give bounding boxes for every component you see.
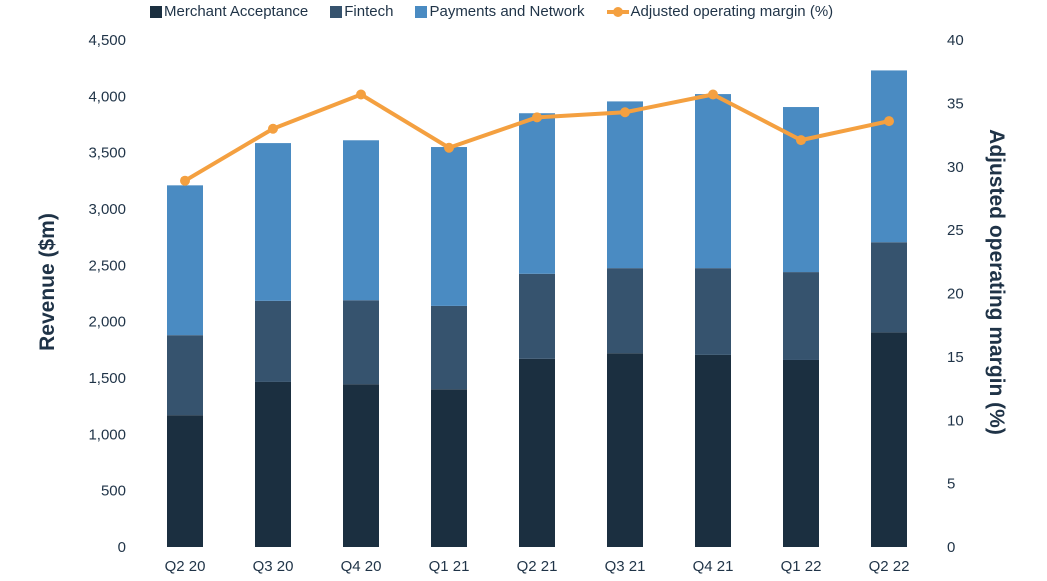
bar-fintech xyxy=(695,268,731,355)
bar-fintech xyxy=(255,300,291,382)
y2-tick-label: 10 xyxy=(947,412,964,429)
legend-swatch xyxy=(150,5,162,18)
bar-merchant-acceptance xyxy=(871,332,907,547)
bar-payments-and-network xyxy=(343,140,379,301)
y2-tick-label: 0 xyxy=(947,539,955,556)
legend-label: Adjusted operating margin (%) xyxy=(630,3,834,20)
x-tick-label: Q4 20 xyxy=(341,558,382,575)
x-tick-label: Q3 20 xyxy=(253,558,294,575)
bar-merchant-acceptance xyxy=(783,359,819,547)
y-tick-label: 1,000 xyxy=(88,426,126,443)
margin-point xyxy=(268,123,278,134)
x-tick-label: Q3 21 xyxy=(605,558,646,575)
margin-point xyxy=(708,89,718,100)
bar-fintech xyxy=(607,268,643,354)
bar-merchant-acceptance xyxy=(167,415,203,547)
bar-fintech xyxy=(431,305,467,390)
bar-merchant-acceptance xyxy=(695,354,731,547)
y-tick-label: 3,500 xyxy=(88,145,126,162)
bar-payments-and-network xyxy=(695,94,731,269)
bar-fintech xyxy=(871,242,907,333)
y2-tick-label: 25 xyxy=(947,222,964,239)
margin-point xyxy=(884,116,894,127)
bar-fintech xyxy=(343,300,379,385)
bar-merchant-acceptance xyxy=(431,389,467,547)
legend-line-marker xyxy=(606,6,629,17)
y-tick-label: 1,500 xyxy=(88,370,126,387)
legend: Merchant Acceptance Fintech Payments and… xyxy=(150,3,833,20)
bar-payments-and-network xyxy=(167,185,203,336)
x-tick-label: Q1 21 xyxy=(429,558,470,575)
y2-tick-label: 35 xyxy=(947,95,964,112)
bar-payments-and-network xyxy=(519,113,555,274)
bar-merchant-acceptance xyxy=(607,353,643,547)
y2-axis-title: Adjusted operating margin (%) xyxy=(985,129,1008,435)
legend-label: Fintech xyxy=(344,3,394,20)
bar-fintech xyxy=(783,272,819,360)
margin-point xyxy=(532,112,542,123)
y-tick-label: 500 xyxy=(101,483,126,500)
margin-point xyxy=(444,142,454,153)
bar-merchant-acceptance xyxy=(343,384,379,547)
bar-payments-and-network xyxy=(255,143,291,301)
x-tick-label: Q2 20 xyxy=(165,558,206,575)
bar-fintech xyxy=(519,273,555,359)
bar-payments-and-network xyxy=(431,147,467,306)
legend-label: Payments and Network xyxy=(429,3,585,20)
legend-fintech: Fintech xyxy=(330,3,393,20)
bar-payments-and-network xyxy=(871,70,907,243)
margin-point xyxy=(356,89,366,100)
y-tick-label: 4,500 xyxy=(88,32,126,49)
x-tick-label: Q4 21 xyxy=(693,558,734,575)
y2-tick-label: 15 xyxy=(947,349,964,366)
bar-merchant-acceptance xyxy=(255,381,291,547)
y2-tick-label: 5 xyxy=(947,476,955,493)
y-tick-label: 2,000 xyxy=(88,314,126,331)
x-tick-label: Q2 21 xyxy=(517,558,558,575)
y-tick-label: 4,000 xyxy=(88,88,126,105)
y2-tick-label: 20 xyxy=(947,286,964,303)
y-axis-title: Revenue ($m) xyxy=(36,213,59,351)
y-tick-label: 3,000 xyxy=(88,201,126,218)
legend-swatch xyxy=(330,5,343,18)
legend-swatch xyxy=(415,5,428,18)
margin-point xyxy=(180,175,190,186)
x-tick-label: Q1 22 xyxy=(781,558,822,575)
y2-tick-label: 30 xyxy=(947,159,964,176)
legend-merchant: Merchant Acceptance xyxy=(150,3,308,20)
y2-tick-label: 40 xyxy=(947,32,964,49)
legend-payments: Payments and Network xyxy=(415,3,585,20)
y-tick-label: 0 xyxy=(118,539,126,556)
y-tick-label: 2,500 xyxy=(88,257,126,274)
bar-payments-and-network xyxy=(607,101,643,269)
margin-point xyxy=(620,107,630,118)
bar-merchant-acceptance xyxy=(519,358,555,547)
bar-fintech xyxy=(167,335,203,416)
legend-label: Merchant Acceptance xyxy=(164,3,309,20)
legend-margin: Adjusted operating margin (%) xyxy=(606,3,834,20)
x-tick-label: Q2 22 xyxy=(869,558,910,575)
margin-point xyxy=(796,135,806,146)
